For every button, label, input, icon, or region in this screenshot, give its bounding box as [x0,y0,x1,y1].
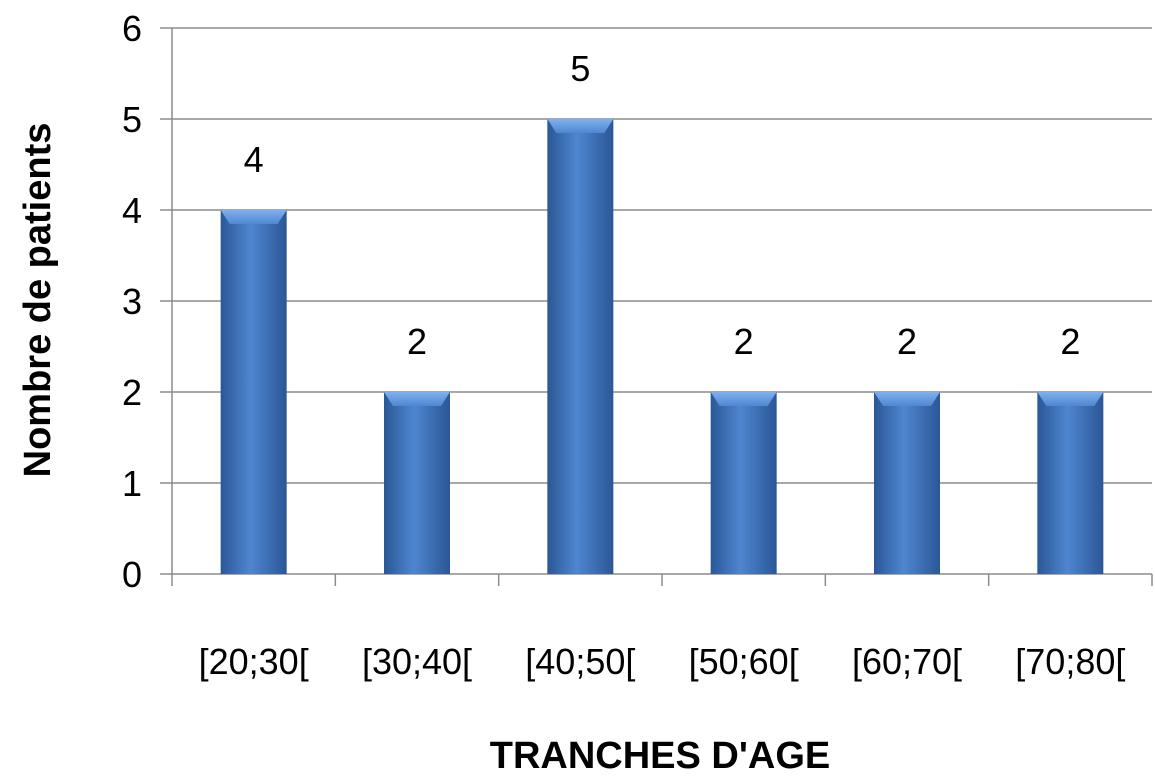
x-tick-label: [60;70[ [852,641,962,682]
x-axis-title: TRANCHES D'AGE [490,735,831,777]
data-label: 4 [244,139,264,180]
x-tick-label: [70;80[ [1015,641,1125,682]
bar-cap [874,392,940,406]
bar [220,210,287,574]
y-tick-label: 6 [122,8,142,49]
axes [160,27,1153,586]
bar [710,392,777,574]
data-label: 2 [407,321,427,362]
bar [384,392,450,574]
y-tick-label: 1 [122,463,142,504]
y-tick-label: 5 [122,99,142,140]
x-tick-label: [20;30[ [199,641,309,682]
bar [1037,392,1104,574]
bar-cap [1037,392,1104,406]
data-label: 2 [734,321,754,362]
bar [874,392,940,574]
y-tick-label: 0 [122,554,142,595]
bar-cap [547,119,614,133]
data-label: 5 [570,48,590,89]
x-tick-label: [30;40[ [362,641,472,682]
y-tick-label: 2 [122,372,142,413]
x-tick-label: [50;60[ [689,641,799,682]
labels: 0 1 2 3 4 5 6 4 [20;30[ 2 [30;40[ 5 [40;50[ 2 [50;60[ 2… [122,8,1125,682]
bar-cap [710,392,777,406]
y-axis-title: Nombre de patients [17,123,59,478]
bar-cap [384,392,450,406]
y-tick-label: 4 [122,190,142,231]
bars [220,119,1104,574]
bar-cap [220,210,287,224]
data-label: 2 [897,321,917,362]
bar [547,119,614,574]
y-tick-label: 3 [122,281,142,322]
gridlines [172,27,1152,484]
data-label: 2 [1060,321,1080,362]
x-tick-label: [40;50[ [525,641,635,682]
